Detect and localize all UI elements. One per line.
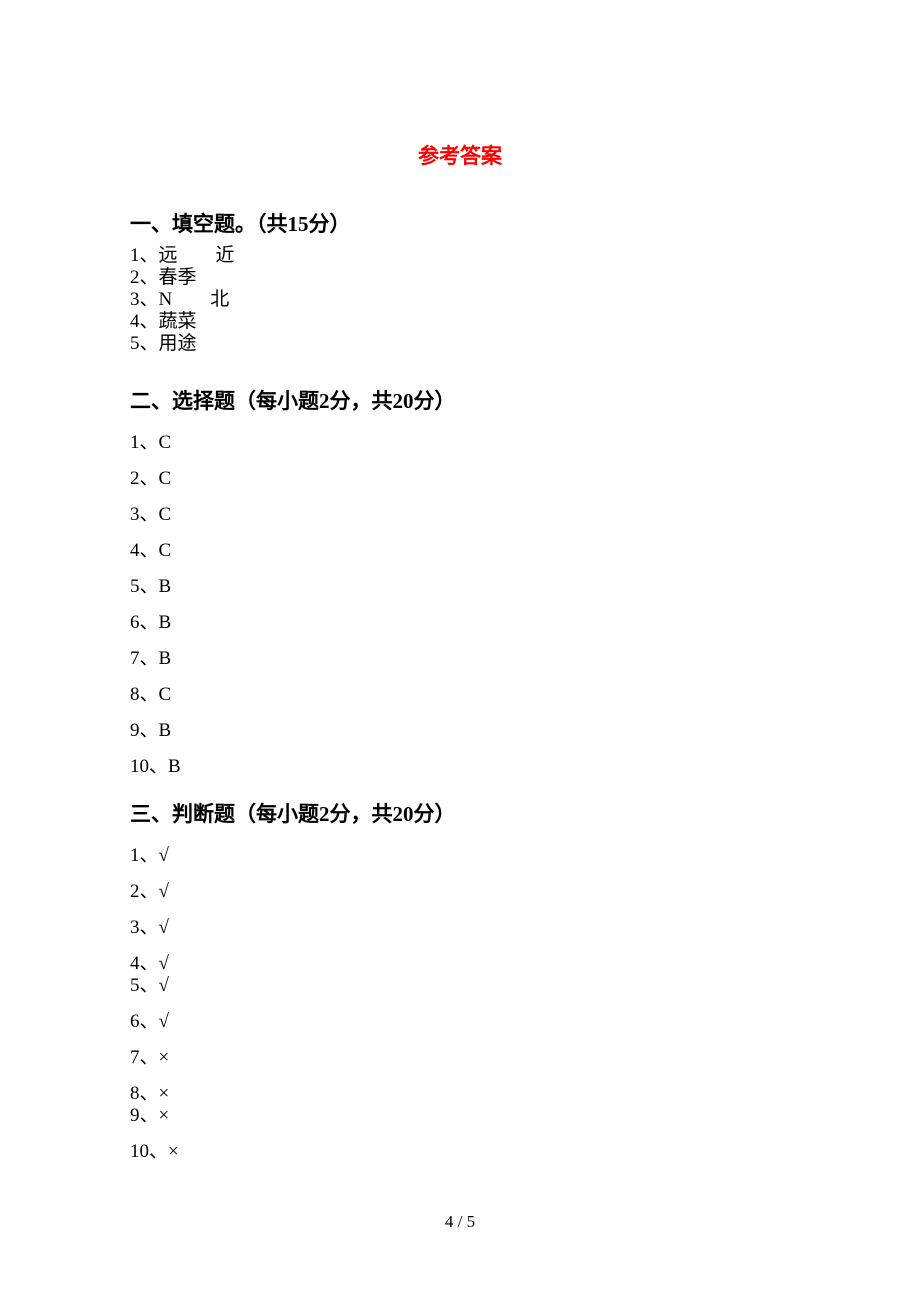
answer-item: 2、C <box>130 469 790 488</box>
answer-item: 4、C <box>130 541 790 560</box>
section-true-false: 三、判断题（每小题2分，共20分） 1、√ 2、√ 3、√ 4、√ 5、√ 6、… <box>130 798 790 1161</box>
answer-item: 7、× <box>130 1048 790 1067</box>
answer-item: 9、× <box>130 1106 790 1125</box>
answer-item: 1、√ <box>130 846 790 865</box>
answer-item: 1、远 近 <box>130 246 790 265</box>
answer-item: 8、× <box>130 1084 790 1103</box>
answer-item: 5、B <box>130 577 790 596</box>
answer-item: 2、√ <box>130 882 790 901</box>
answer-item: 1、C <box>130 433 790 452</box>
section-fill-blank: 一、填空题。（共15分） 1、远 近 2、春季 3、N 北 4、蔬菜 5、用途 <box>130 208 790 353</box>
answer-item: 3、N 北 <box>130 290 790 309</box>
answer-item: 7、B <box>130 649 790 668</box>
answer-item: 3、C <box>130 505 790 524</box>
answer-item: 5、用途 <box>130 334 790 353</box>
answer-item: 6、√ <box>130 1012 790 1031</box>
answer-item: 5、√ <box>130 976 790 995</box>
answer-item: 4、蔬菜 <box>130 312 790 331</box>
answer-item: 8、C <box>130 685 790 704</box>
answer-item: 4、√ <box>130 954 790 973</box>
document-title: 参考答案 <box>130 140 790 170</box>
answer-item: 9、B <box>130 721 790 740</box>
answer-item: 10、× <box>130 1142 790 1161</box>
page-number: 4 / 5 <box>0 1212 920 1232</box>
answer-item: 3、√ <box>130 918 790 937</box>
section-heading-1: 一、填空题。（共15分） <box>130 208 790 238</box>
answer-item: 10、B <box>130 757 790 776</box>
section-multiple-choice: 二、选择题（每小题2分，共20分） 1、C 2、C 3、C 4、C 5、B 6、… <box>130 385 790 776</box>
section-heading-2: 二、选择题（每小题2分，共20分） <box>130 385 790 415</box>
section-heading-3: 三、判断题（每小题2分，共20分） <box>130 798 790 828</box>
answer-item: 2、春季 <box>130 268 790 287</box>
answer-item: 6、B <box>130 613 790 632</box>
